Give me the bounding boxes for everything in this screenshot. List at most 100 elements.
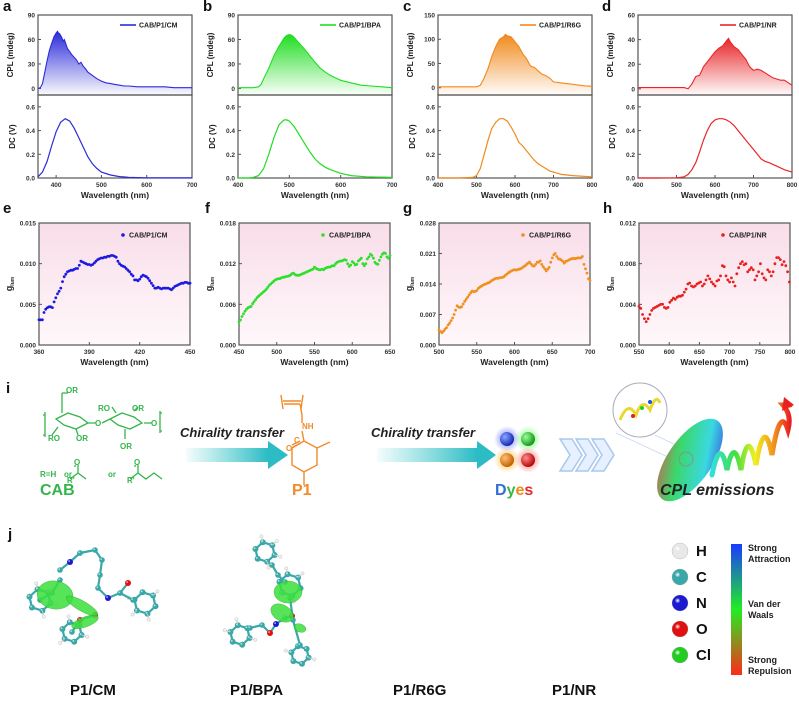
data-point	[454, 308, 457, 312]
y-tick-label: 0.005	[20, 302, 37, 309]
svg-text:NH: NH	[302, 422, 314, 431]
data-point	[581, 255, 584, 258]
data-point	[42, 311, 46, 314]
atom-c	[252, 546, 259, 553]
dc-series-line	[238, 119, 393, 179]
data-point	[349, 263, 353, 267]
data-point	[239, 318, 242, 322]
cab-label: CAB	[40, 482, 75, 499]
atom-c	[59, 626, 66, 633]
y-tick-label: 0.021	[420, 251, 437, 258]
atom-ball-o-icon	[671, 620, 689, 638]
data-point	[541, 265, 545, 268]
dye-balls-icon	[494, 426, 541, 473]
y-tick-label: 40	[628, 37, 636, 44]
data-point	[466, 295, 470, 299]
x-tick-label: 700	[585, 349, 596, 356]
data-point	[449, 319, 453, 322]
y-tick-label: 0	[231, 86, 235, 93]
data-point	[769, 274, 773, 278]
svg-text:O: O	[95, 419, 101, 428]
y-tick-label: 0.0	[26, 176, 35, 183]
atom-c	[66, 619, 73, 626]
data-point	[778, 258, 782, 261]
atom-ball-c-icon	[671, 568, 689, 586]
data-point	[739, 262, 742, 266]
atom-h	[66, 614, 71, 619]
x-tick-label: 800	[587, 182, 598, 189]
data-point	[780, 263, 784, 267]
x-tick-label: 550	[309, 349, 320, 356]
y-tick-label: 0.4	[226, 128, 235, 135]
y-tick-label: 0.000	[620, 343, 637, 350]
plot-background	[239, 223, 390, 345]
plot-frame	[37, 94, 193, 179]
data-point	[713, 284, 717, 288]
y-tick-label: 0.0	[226, 176, 235, 183]
molecule-p1-cm	[26, 547, 160, 645]
legend-label: CAB/P1/R6G	[539, 23, 582, 30]
atom	[125, 580, 131, 586]
chart-glum-nr: 0.000 0.004 0.008 0.012 550 600 650 700 750 800 Wa…	[604, 221, 796, 368]
y-axis-label-glum: glum	[204, 276, 216, 291]
data-point	[650, 309, 654, 312]
y-tick-label: 60	[28, 37, 36, 44]
data-point	[355, 262, 359, 266]
x-axis-label: Wavelength (nm)	[280, 357, 348, 367]
data-point	[730, 276, 733, 280]
x-tick-label: 500	[671, 182, 682, 189]
data-point	[728, 280, 731, 284]
data-point	[534, 263, 537, 266]
y-tick-label: 0.012	[620, 221, 637, 228]
chart-glum-r6g: 0.000 0.007 0.014 0.021 0.028 500 550 600 650 700…	[404, 221, 596, 368]
y-axis-label-glum: glum	[604, 276, 616, 291]
data-point	[755, 274, 759, 278]
dyes-letter: e	[515, 482, 525, 499]
molecule-label-bpa: P1/BPA	[230, 682, 284, 699]
data-point	[116, 259, 120, 263]
y-tick-label: 0.6	[426, 104, 435, 111]
atom	[95, 585, 101, 591]
data-point	[550, 256, 554, 260]
colorbar-label-line: Waals	[748, 610, 774, 620]
atom	[105, 595, 111, 601]
colorbar-label-repulsion: Strong Repulsion	[748, 655, 792, 677]
atom-c	[234, 622, 241, 629]
data-point	[710, 280, 713, 284]
panel-label-a: a	[3, 0, 12, 15]
atom	[273, 621, 279, 627]
dyes-letter: D	[495, 482, 507, 499]
data-point	[644, 320, 648, 323]
colorbar-label-attraction: Strong Attraction	[748, 543, 791, 565]
y-tick-label: 30	[228, 61, 236, 68]
chart-cpl-dc-r6g: 0 50 100 150 CPL (mdeg) CAB/P1/R6G 0.0 0.2 0.4 0.…	[406, 13, 598, 201]
x-tick-label: 700	[187, 182, 198, 189]
x-tick-label: 420	[134, 349, 145, 356]
plot-frame	[237, 94, 393, 179]
data-point	[549, 260, 553, 264]
nci-isosurface	[270, 603, 294, 623]
atom	[247, 625, 253, 631]
data-point	[637, 305, 641, 308]
y-tick-label: 50	[428, 61, 436, 68]
atom	[97, 572, 103, 578]
data-point	[740, 260, 744, 263]
chevrons-icon	[558, 438, 615, 472]
x-tick-label: 600	[347, 349, 358, 356]
atom-c	[254, 555, 261, 562]
y-tick-label: 0.6	[226, 104, 235, 111]
data-point	[702, 282, 706, 286]
legend-label: CAB/P1/BPA	[329, 233, 371, 240]
data-point	[367, 255, 371, 259]
cab-or-2: or	[108, 470, 116, 479]
data-point	[188, 281, 192, 285]
y-axis-label-dc: DC (V)	[608, 124, 617, 149]
dyes-letter: y	[506, 482, 516, 499]
data-point	[460, 305, 463, 309]
colorbar-label-line: Strong	[748, 543, 777, 553]
x-axis-label: Wavelength (nm)	[481, 190, 549, 200]
x-tick-label: 650	[385, 349, 396, 356]
y-tick-label: 0.4	[26, 128, 35, 135]
data-point	[344, 258, 348, 262]
bond	[291, 619, 302, 646]
